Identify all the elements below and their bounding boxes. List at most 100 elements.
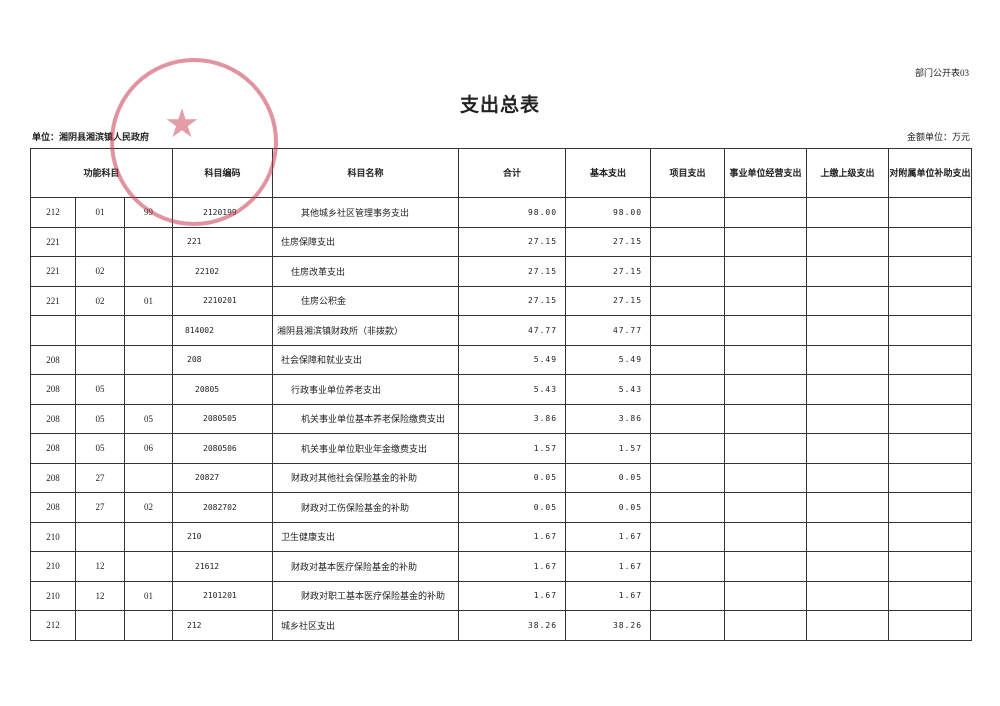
cell-business — [724, 226, 808, 257]
table-row: 212 01 99 2120199 其他城乡社区管理事务支出 98.00 98.00 — [30, 197, 973, 228]
cell-sub — [123, 315, 174, 346]
cell-subsidy — [888, 610, 973, 641]
cell-subsidy — [888, 492, 973, 523]
cell-class: 208 — [30, 462, 76, 493]
cell-subsidy — [888, 403, 973, 434]
table-row: 208 27 20827 财政对其他社会保险基金的补助 0.05 0.05 — [30, 462, 973, 493]
table-row: 208 05 06 2080506 机关事业单位职业年金缴费支出 1.57 1.57 — [30, 433, 973, 464]
cell-code: 2120199 — [172, 197, 274, 228]
title: 支出总表 — [459, 95, 540, 116]
table-row: 212 212 城乡社区支出 38.26 38.26 — [30, 610, 973, 641]
cell-remit — [806, 256, 890, 287]
cell-item — [75, 521, 125, 552]
cell-business — [724, 403, 808, 434]
column-header: 对附属单位补助支出 — [888, 148, 973, 198]
table-row: 221 221 住房保障支出 27.15 27.15 — [30, 226, 973, 257]
cell-business — [724, 256, 808, 287]
cell-sub — [123, 462, 174, 493]
cell-class: 210 — [30, 580, 76, 611]
cell-sub — [123, 226, 174, 257]
cell-item: 27 — [75, 462, 125, 493]
cell-subsidy — [888, 551, 973, 582]
cell-total: 27.15 — [458, 226, 567, 257]
cell-code: 2080505 — [172, 403, 274, 434]
cell-code: 814002 — [172, 315, 274, 346]
table-row: 210 210 卫生健康支出 1.67 1.67 — [30, 521, 973, 552]
expense-table: 功能科目 科目编码 科目名称 合计 基本支出 项目支出 事业单位经营支出 上缴上… — [29, 148, 973, 641]
cell-business — [724, 344, 808, 375]
cell-project — [650, 492, 726, 523]
cell-name: 其他城乡社区管理事务支出 — [272, 197, 460, 228]
table-row: 208 05 20805 行政事业单位养老支出 5.43 5.43 — [30, 374, 973, 405]
cell-sub — [123, 521, 174, 552]
table-row: 208 27 02 2082702 财政对工伤保险基金的补助 0.05 0.05 — [30, 492, 973, 523]
cell-item — [75, 226, 125, 257]
cell-business — [724, 374, 808, 405]
cell-remit — [806, 403, 890, 434]
column-header: 项目支出 — [650, 148, 726, 198]
cell-subsidy — [888, 521, 973, 552]
cell-basic: 5.43 — [565, 374, 652, 405]
cell-class: 212 — [30, 197, 76, 228]
cell-class: 210 — [30, 521, 76, 552]
cell-business — [724, 610, 808, 641]
cell-class: 221 — [30, 256, 76, 287]
cell-basic: 5.49 — [565, 344, 652, 375]
cell-item: 05 — [75, 374, 125, 405]
cell-basic: 1.57 — [565, 433, 652, 464]
cell-name: 财政对基本医疗保险基金的补助 — [272, 551, 460, 582]
cell-code: 22102 — [172, 256, 274, 287]
cell-business — [724, 462, 808, 493]
cell-total: 1.67 — [458, 551, 567, 582]
cell-sub: 99 — [123, 197, 174, 228]
cell-name: 机关事业单位职业年金缴费支出 — [272, 433, 460, 464]
cell-basic: 27.15 — [565, 226, 652, 257]
cell-sub — [123, 551, 174, 582]
cell-code: 21612 — [172, 551, 274, 582]
cell-name: 财政对职工基本医疗保险基金的补助 — [272, 580, 460, 611]
cell-basic: 1.67 — [565, 580, 652, 611]
cell-subsidy — [888, 433, 973, 464]
cell-business — [724, 521, 808, 552]
column-header: 上缴上级支出 — [806, 148, 890, 198]
table-row: 208 05 05 2080505 机关事业单位基本养老保险缴费支出 3.86 3.86 — [30, 403, 973, 434]
cell-total: 47.77 — [458, 315, 567, 346]
cell-class: 208 — [30, 492, 76, 523]
cell-project — [650, 580, 726, 611]
cell-item — [75, 344, 125, 375]
cell-item — [75, 610, 125, 641]
cell-sub: 02 — [123, 492, 174, 523]
cell-remit — [806, 197, 890, 228]
cell-sub — [123, 344, 174, 375]
cell-class: 212 — [30, 610, 76, 641]
cell-code: 20827 — [172, 462, 274, 493]
cell-sub — [123, 610, 174, 641]
cell-class: 208 — [30, 433, 76, 464]
cell-subsidy — [888, 374, 973, 405]
cell-business — [724, 285, 808, 316]
cell-project — [650, 197, 726, 228]
cell-project — [650, 521, 726, 552]
cell-code: 212 — [172, 610, 274, 641]
amount-unit: 金额单位：万元 — [906, 132, 970, 142]
cell-sub: 01 — [123, 580, 174, 611]
cell-total: 1.67 — [458, 521, 567, 552]
cell-code: 2101201 — [172, 580, 274, 611]
column-header: 功能科目 — [29, 148, 174, 198]
cell-basic: 27.15 — [565, 285, 652, 316]
cell-business — [724, 492, 808, 523]
cell-class: 208 — [30, 374, 76, 405]
cell-total: 5.49 — [458, 344, 567, 375]
cell-total: 0.05 — [458, 492, 567, 523]
cell-item: 02 — [75, 256, 125, 287]
cell-project — [650, 551, 726, 582]
cell-code: 20805 — [172, 374, 274, 405]
cell-sub — [123, 256, 174, 287]
cell-code: 2210201 — [172, 285, 274, 316]
cell-name: 住房公积金 — [272, 285, 460, 316]
cell-basic: 0.05 — [565, 462, 652, 493]
cell-basic: 98.00 — [565, 197, 652, 228]
cell-basic: 0.05 — [565, 492, 652, 523]
cell-subsidy — [888, 344, 973, 375]
cell-total: 98.00 — [458, 197, 567, 228]
